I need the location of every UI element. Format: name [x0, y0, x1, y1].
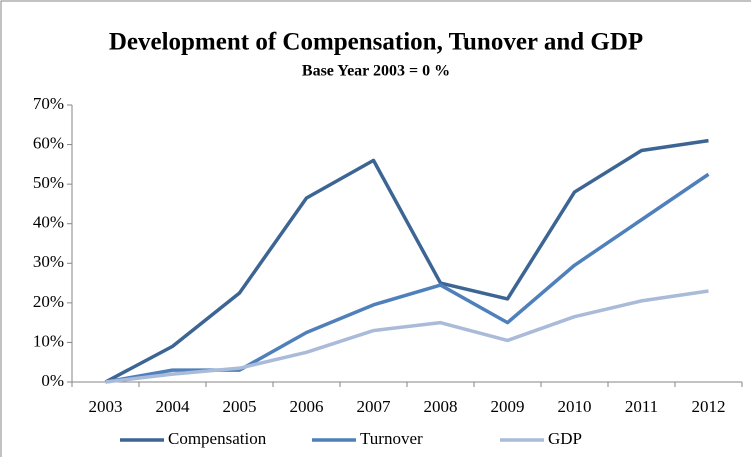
legend-label: Turnover: [360, 429, 423, 448]
y-tick-label: 30%: [33, 252, 64, 271]
series-line: [104, 138, 709, 384]
legend-label: GDP: [548, 429, 582, 448]
y-tick-label: 70%: [33, 94, 64, 113]
x-tick-label: 2012: [692, 397, 726, 416]
y-tick-label: 0%: [41, 371, 64, 390]
legend-label: Compensation: [168, 429, 267, 448]
y-tick-label: 50%: [33, 173, 64, 192]
x-tick-label: 2008: [424, 397, 458, 416]
x-tick-label: 2006: [290, 397, 324, 416]
x-tick-label: 2004: [156, 397, 191, 416]
x-tick-label: 2007: [357, 397, 392, 416]
x-tick-label: 2009: [491, 397, 525, 416]
series-line: [105, 289, 709, 384]
x-tick-label: 2011: [625, 397, 658, 416]
x-tick-label: 2005: [223, 397, 257, 416]
x-tick-label: 2010: [558, 397, 592, 416]
x-tick-label: 2003: [89, 397, 123, 416]
y-tick-label: 60%: [33, 133, 64, 152]
chart-subtitle: Base Year 2003 = 0 %: [302, 63, 450, 80]
y-tick-label: 10%: [33, 331, 64, 350]
y-tick-label: 40%: [33, 213, 64, 232]
y-tick-label: 20%: [33, 292, 64, 311]
chart-title: Development of Compensation, Tunover and…: [109, 29, 643, 56]
